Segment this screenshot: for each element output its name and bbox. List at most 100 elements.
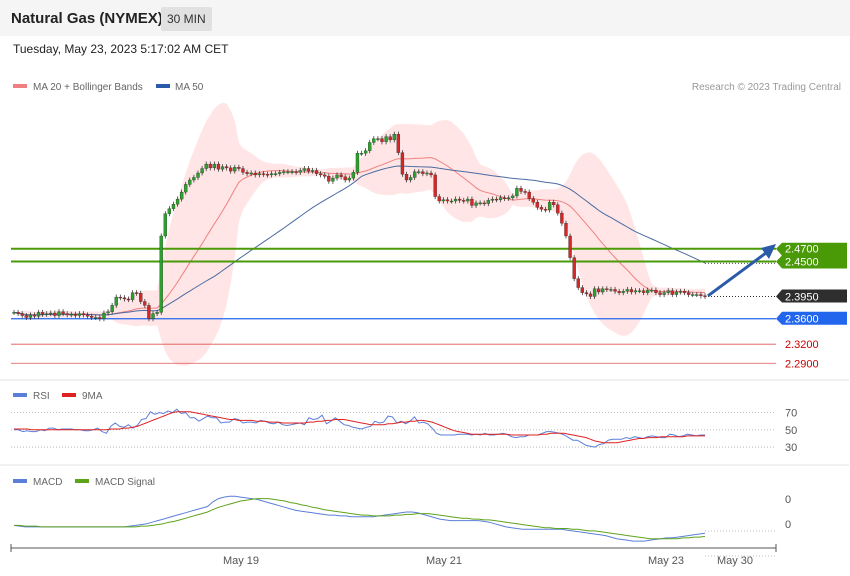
candle-body (552, 202, 556, 205)
candle-body (507, 197, 511, 199)
candle-body (527, 191, 531, 199)
candle-body (629, 289, 634, 293)
candle-body (278, 172, 282, 174)
candle-body (302, 168, 306, 171)
macd-legend-swatch (13, 479, 27, 483)
candle-body (167, 208, 172, 214)
candle-body (241, 168, 245, 173)
candle-body (637, 290, 642, 292)
candle-body (523, 191, 527, 193)
candle-body (163, 213, 167, 237)
candle-body (220, 166, 225, 170)
candle-body (429, 172, 433, 176)
candle-body (118, 296, 122, 299)
candle-body (49, 312, 53, 315)
candle-body (24, 315, 28, 318)
candle-body (98, 317, 102, 319)
ma20-line (13, 157, 706, 316)
bollinger-bands (14, 102, 705, 366)
candle-body (314, 170, 319, 174)
macd-level-label: 0 (785, 519, 791, 531)
candle-body (155, 312, 159, 314)
candle-body (32, 314, 37, 317)
candle-body (425, 172, 429, 175)
macd-line (13, 495, 706, 542)
timeframe-badge[interactable]: 30 MIN (161, 7, 212, 31)
candle-body (613, 289, 617, 292)
candle-body (28, 314, 33, 318)
candle-body (449, 200, 454, 203)
candle-body (453, 198, 458, 202)
ma20-legend-label: MA 20 + Bollinger Bands (33, 82, 143, 93)
candle-body (200, 168, 204, 174)
ma50-legend-swatch (156, 84, 170, 88)
candle-body (208, 163, 212, 169)
candle-body (670, 290, 674, 295)
candle-body (609, 289, 613, 291)
candle-body (114, 296, 118, 306)
candle-body (486, 200, 490, 204)
candle-body (319, 173, 323, 176)
candle-body (94, 317, 98, 319)
candle-body (106, 311, 110, 314)
candle-body (642, 290, 646, 293)
candle-body (621, 291, 625, 293)
candle-body (269, 173, 274, 176)
candle-body (327, 176, 331, 182)
candle-body (139, 293, 143, 302)
candle-body (224, 166, 229, 169)
candle-body (478, 202, 482, 205)
candle-body (384, 136, 388, 142)
candle-body (564, 223, 568, 237)
candle-body (179, 191, 184, 200)
support-label: 2.3200 (785, 339, 819, 351)
candle-body (470, 198, 474, 206)
candle-body (686, 292, 691, 295)
candle-body (556, 204, 560, 214)
candle-body (347, 177, 351, 181)
candle-body (196, 172, 200, 178)
macd-signal-line (14, 498, 706, 540)
candle-body (298, 170, 302, 173)
candle-body (237, 167, 241, 169)
candle-body (417, 171, 421, 173)
time-axis-label: May 21 (426, 555, 462, 567)
rsi-legend-swatch (13, 393, 27, 397)
candle-body (216, 163, 221, 170)
candle-body (413, 171, 417, 178)
candle-body (580, 287, 584, 293)
ma9-legend-swatch (62, 393, 76, 397)
pivot-price-label: 2.3600 (785, 314, 819, 326)
candle-body (261, 173, 266, 175)
candle-body (601, 288, 605, 293)
candle-body (257, 173, 261, 176)
rsi-legend-label: RSI (33, 391, 50, 402)
candle-body (81, 313, 86, 316)
candle-body (682, 291, 687, 293)
candle-body (625, 289, 629, 292)
credit-text: Research © 2023 Trading Central (692, 82, 841, 93)
candle-body (90, 316, 94, 318)
candle-body (503, 197, 507, 199)
projection-arrow (707, 244, 776, 298)
candles (12, 131, 707, 322)
candle-body (286, 171, 290, 173)
candle-body (188, 179, 192, 185)
macd-legend-label: MACD (33, 477, 62, 488)
candle-body (343, 176, 347, 181)
ma50-legend-label: MA 50 (175, 82, 204, 93)
time-axis-label: May 30 (717, 555, 753, 567)
candle-body (359, 153, 364, 155)
candle-body (396, 134, 400, 153)
candle-body (294, 171, 298, 173)
candle-body (605, 288, 609, 290)
candle-body (576, 278, 580, 288)
candle-body (519, 188, 523, 192)
candle-body (282, 171, 286, 173)
rsi-level-label: 70 (785, 408, 797, 420)
candle-body (331, 177, 335, 182)
candle-body (69, 314, 73, 316)
rsi-line (14, 408, 705, 448)
candle-body (73, 314, 77, 316)
candle-body (110, 305, 114, 312)
